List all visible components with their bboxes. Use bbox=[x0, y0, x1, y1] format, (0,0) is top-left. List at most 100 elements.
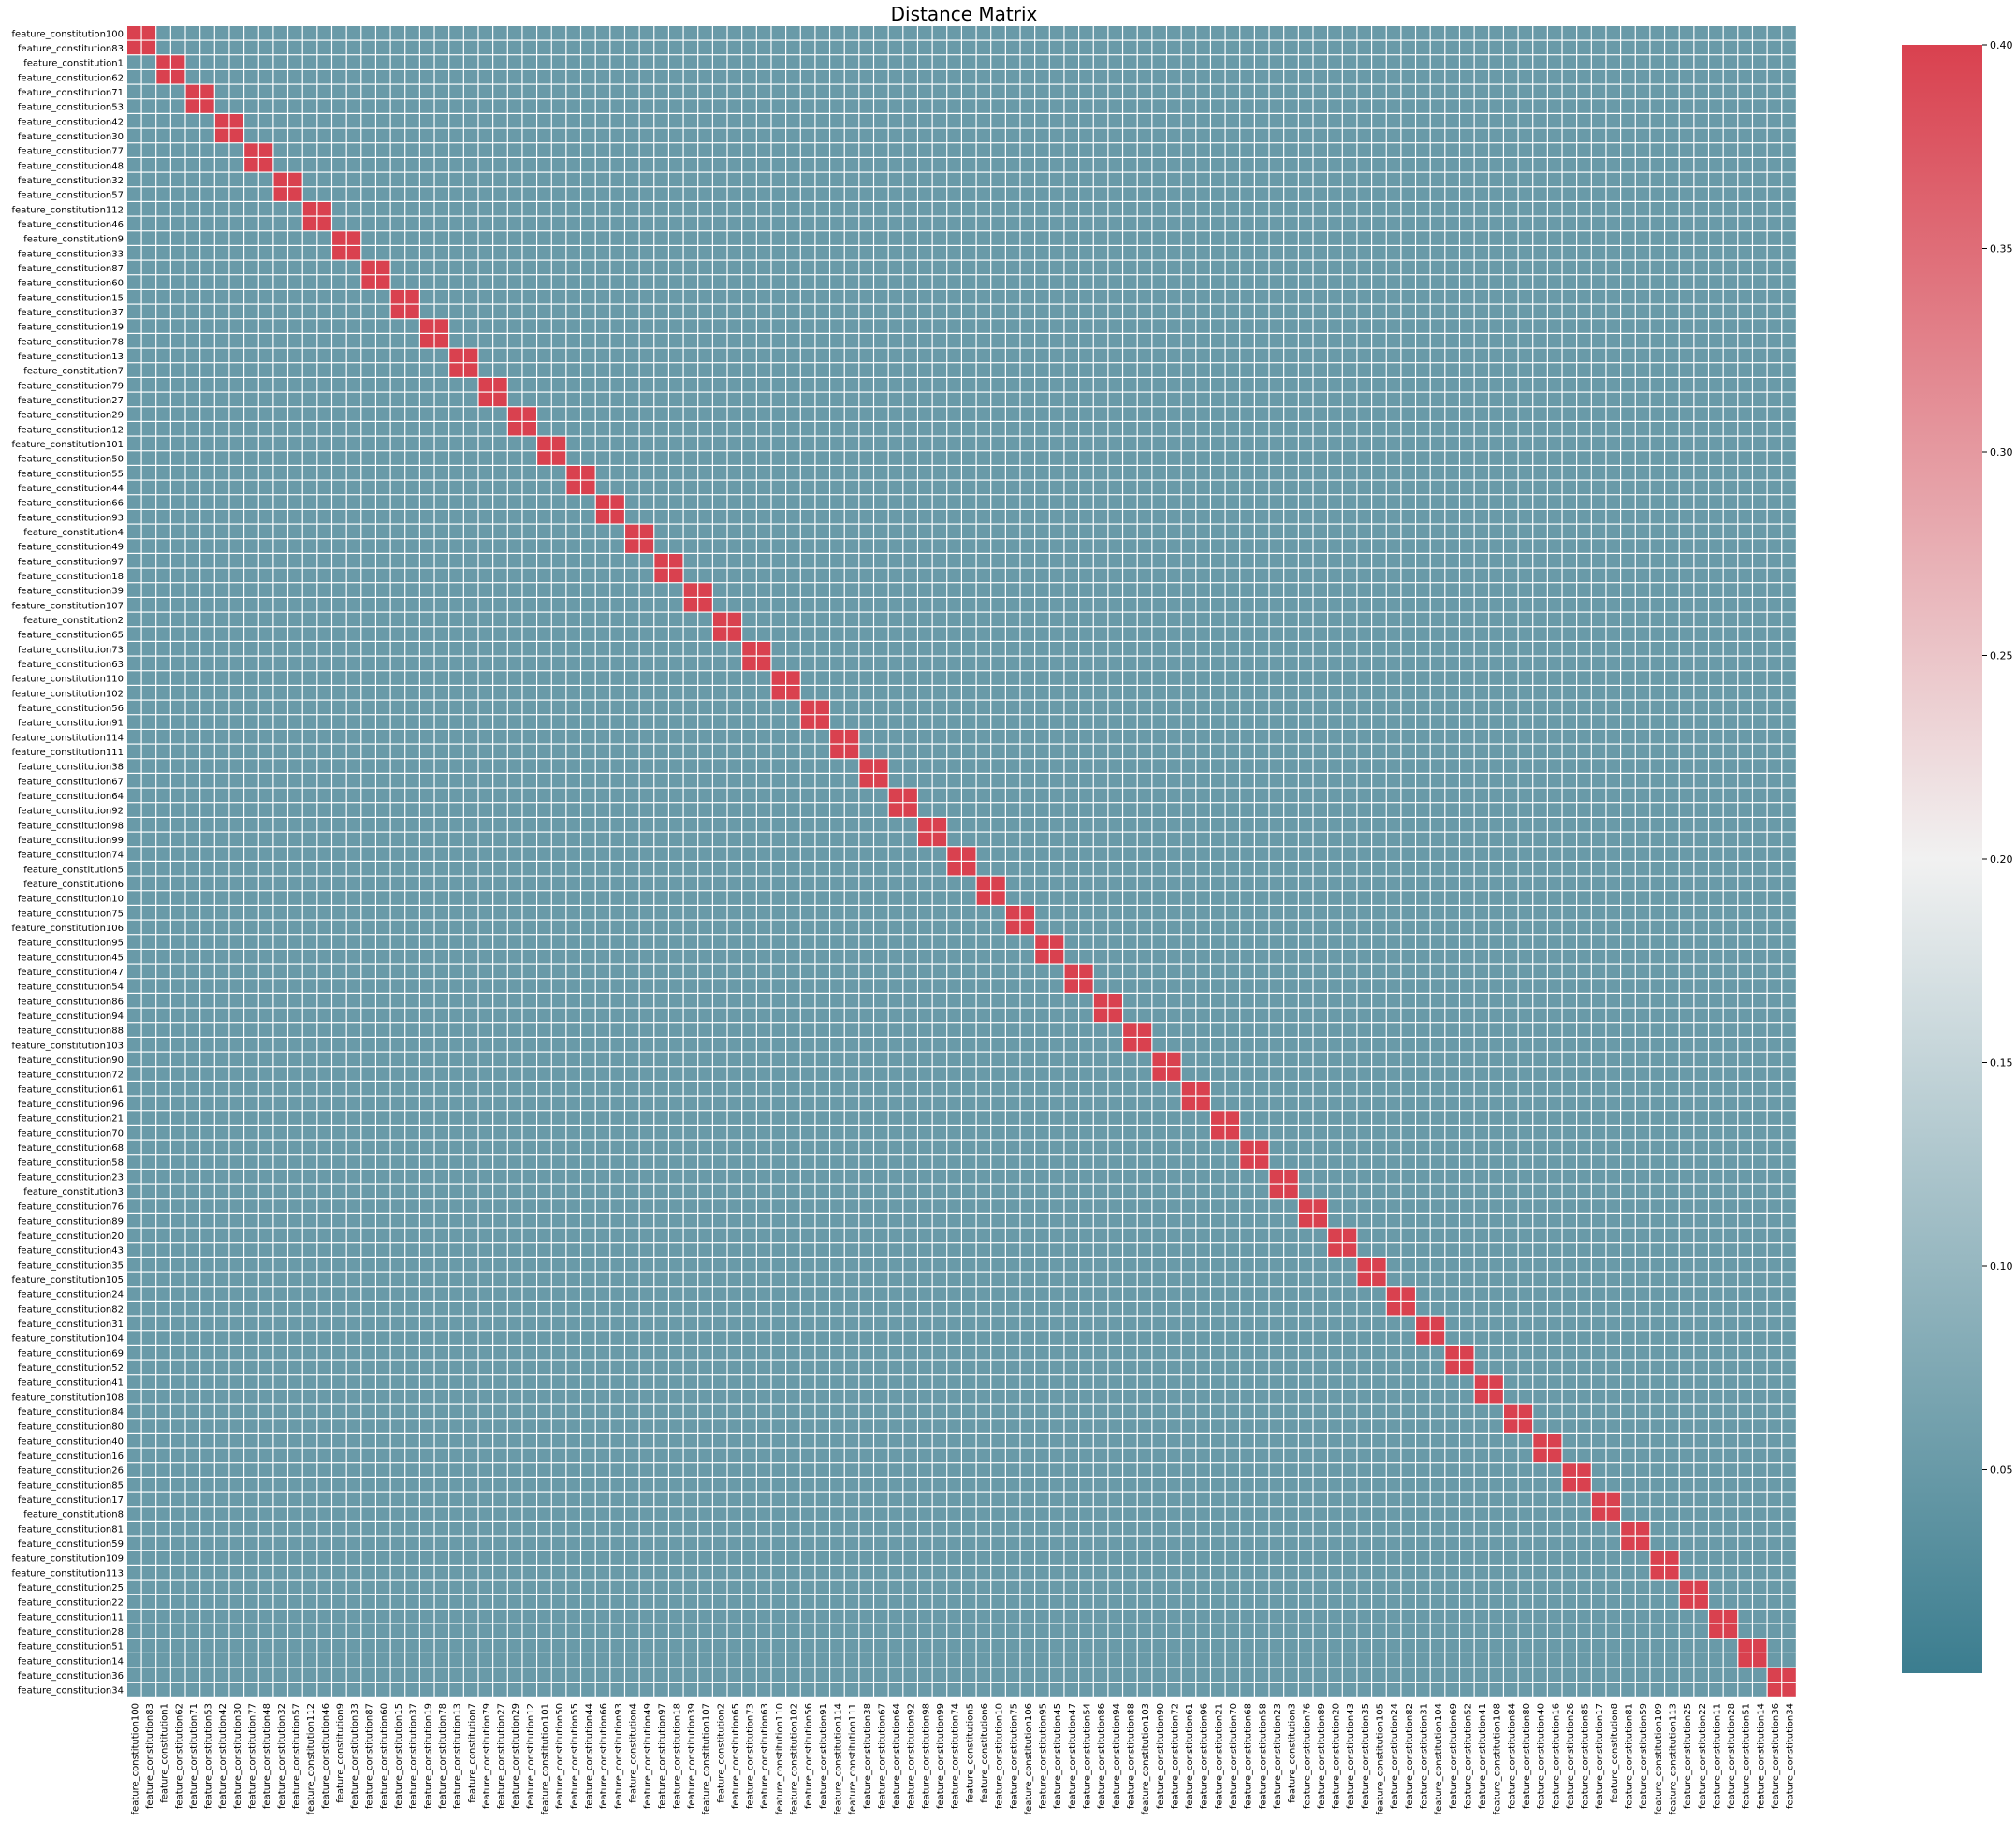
heatmap-cell bbox=[888, 598, 903, 612]
heatmap-cell bbox=[800, 480, 815, 495]
heatmap-cell bbox=[932, 598, 947, 612]
heatmap-cell bbox=[361, 495, 375, 509]
heatmap-cell bbox=[332, 407, 346, 421]
heatmap-cell bbox=[1650, 319, 1664, 333]
heatmap-cell bbox=[141, 334, 156, 348]
heatmap-cell bbox=[830, 70, 844, 84]
heatmap-cell bbox=[595, 627, 610, 641]
heatmap-cell bbox=[156, 84, 170, 99]
heatmap-cell bbox=[127, 334, 141, 348]
heatmap-cell bbox=[434, 378, 449, 392]
heatmap-cell bbox=[376, 436, 390, 451]
heatmap-cell bbox=[962, 378, 976, 392]
heatmap-cell bbox=[1284, 26, 1298, 40]
heatmap-cell bbox=[346, 40, 361, 55]
heatmap-cell bbox=[756, 436, 771, 451]
heatmap-cell bbox=[346, 143, 361, 157]
heatmap-cell bbox=[1328, 70, 1342, 84]
heatmap-cell bbox=[244, 524, 258, 539]
heatmap-cell bbox=[1020, 495, 1035, 509]
heatmap-cell bbox=[756, 143, 771, 157]
heatmap-cell bbox=[127, 378, 141, 392]
heatmap-cell bbox=[1694, 583, 1708, 597]
heatmap-cell bbox=[1342, 466, 1357, 480]
heatmap-cell bbox=[1254, 290, 1269, 304]
heatmap-cell bbox=[170, 246, 185, 260]
heatmap-cell bbox=[1181, 451, 1196, 465]
heatmap-cell bbox=[669, 598, 683, 612]
heatmap-cell bbox=[1020, 642, 1035, 656]
heatmap-cell bbox=[712, 304, 727, 319]
heatmap-cell bbox=[727, 70, 742, 84]
heatmap-cell bbox=[1240, 583, 1254, 597]
heatmap-cell bbox=[1445, 451, 1459, 465]
heatmap-cell bbox=[742, 422, 756, 436]
heatmap-cell bbox=[1254, 627, 1269, 641]
heatmap-cell bbox=[419, 275, 434, 289]
heatmap-cell bbox=[376, 656, 390, 671]
heatmap-cell bbox=[1064, 158, 1078, 172]
heatmap-cell bbox=[390, 627, 405, 641]
heatmap-cell bbox=[1547, 407, 1562, 421]
heatmap-cell bbox=[566, 642, 580, 656]
heatmap-cell bbox=[1020, 40, 1035, 55]
heatmap-cell bbox=[1372, 392, 1386, 407]
heatmap-cell bbox=[1416, 612, 1430, 627]
heatmap-cell bbox=[1342, 260, 1357, 275]
heatmap-cell bbox=[185, 348, 200, 363]
heatmap-cell bbox=[932, 642, 947, 656]
heatmap-cell bbox=[1123, 378, 1137, 392]
heatmap-cell bbox=[434, 422, 449, 436]
heatmap-cell bbox=[1005, 114, 1020, 128]
heatmap-cell bbox=[991, 422, 1005, 436]
heatmap-cell bbox=[1591, 231, 1606, 245]
heatmap-cell bbox=[800, 114, 815, 128]
heatmap-cell bbox=[888, 334, 903, 348]
heatmap-cell bbox=[229, 656, 243, 671]
heatmap-cell bbox=[1152, 642, 1166, 656]
heatmap-cell bbox=[493, 510, 507, 524]
heatmap-cell bbox=[537, 495, 551, 509]
heatmap-cell bbox=[449, 158, 463, 172]
heatmap-cell bbox=[317, 495, 331, 509]
heatmap-cell bbox=[1254, 554, 1269, 568]
heatmap-cell bbox=[595, 172, 610, 187]
heatmap-cell bbox=[771, 539, 786, 553]
heatmap-cell bbox=[947, 612, 961, 627]
heatmap-cell bbox=[800, 172, 815, 187]
heatmap-cell bbox=[1005, 290, 1020, 304]
heatmap-cell bbox=[214, 436, 229, 451]
heatmap-cell bbox=[1767, 422, 1782, 436]
heatmap-cell bbox=[1562, 216, 1577, 231]
heatmap-cell bbox=[376, 495, 390, 509]
heatmap-cell bbox=[1372, 304, 1386, 319]
heatmap-cell bbox=[1254, 231, 1269, 245]
heatmap-cell bbox=[771, 172, 786, 187]
heatmap-cell bbox=[302, 334, 317, 348]
heatmap-cell bbox=[1416, 436, 1430, 451]
heatmap-cell bbox=[874, 70, 888, 84]
heatmap-cell bbox=[1181, 436, 1196, 451]
heatmap-cell bbox=[1518, 583, 1533, 597]
heatmap-cell bbox=[1533, 348, 1547, 363]
heatmap-cell bbox=[419, 55, 434, 69]
heatmap-cell bbox=[610, 260, 624, 275]
heatmap-cell bbox=[1167, 612, 1181, 627]
heatmap-cell bbox=[610, 627, 624, 641]
heatmap-cell bbox=[625, 202, 639, 216]
heatmap-cell bbox=[551, 554, 566, 568]
heatmap-cell bbox=[1298, 642, 1313, 656]
heatmap-cell bbox=[1533, 378, 1547, 392]
heatmap-cell bbox=[976, 231, 991, 245]
heatmap-cell bbox=[478, 128, 493, 143]
heatmap-cell bbox=[1108, 202, 1122, 216]
heatmap-cell bbox=[1665, 583, 1679, 597]
heatmap-cell bbox=[1328, 642, 1342, 656]
heatmap-cell bbox=[1313, 451, 1328, 465]
heatmap-cell bbox=[1430, 598, 1445, 612]
heatmap-cell bbox=[1167, 275, 1181, 289]
heatmap-cell bbox=[1533, 363, 1547, 377]
heatmap-cell bbox=[976, 568, 991, 583]
heatmap-cell bbox=[1782, 627, 1796, 641]
heatmap-cell bbox=[537, 128, 551, 143]
